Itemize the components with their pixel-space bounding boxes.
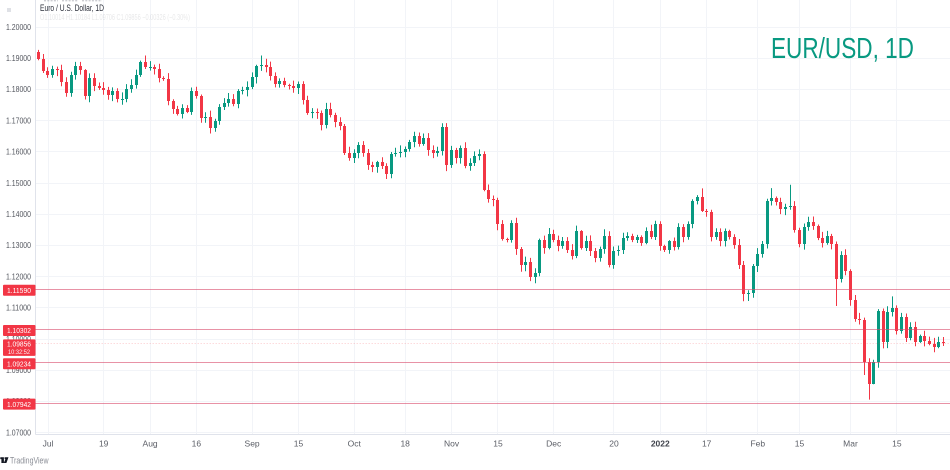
- svg-text:1.18000: 1.18000: [6, 84, 31, 94]
- svg-text:Dec: Dec: [546, 439, 562, 449]
- svg-text:1.12000: 1.12000: [6, 271, 31, 281]
- svg-text:Mar: Mar: [843, 439, 858, 449]
- svg-text:1.15000: 1.15000: [6, 178, 31, 188]
- svg-text:20: 20: [609, 439, 619, 449]
- svg-text:2022: 2022: [651, 439, 670, 449]
- svg-text:Oct: Oct: [348, 439, 362, 449]
- svg-text:Jul: Jul: [43, 439, 54, 449]
- svg-text:17: 17: [702, 439, 712, 449]
- svg-text:1.16000: 1.16000: [6, 147, 31, 157]
- svg-text:1.07000: 1.07000: [6, 427, 31, 437]
- svg-text:1.07942: 1.07942: [7, 400, 31, 409]
- svg-text:15: 15: [795, 439, 805, 449]
- svg-text:1.17000: 1.17000: [6, 115, 31, 125]
- svg-text:Aug: Aug: [143, 439, 158, 449]
- svg-text:1.10000: 1.10000: [6, 334, 31, 344]
- svg-text:O1.10014 H1.10184 L1.09706 C1.: O1.10014 H1.10184 L1.09706 C1.09856 −0.0…: [40, 13, 190, 22]
- svg-text:1.11590: 1.11590: [7, 286, 31, 295]
- svg-text:16: 16: [192, 439, 202, 449]
- svg-text:Sep: Sep: [245, 439, 260, 449]
- svg-text:Nov: Nov: [444, 439, 460, 449]
- svg-text:1.10302: 1.10302: [7, 326, 31, 335]
- svg-text:15: 15: [892, 439, 902, 449]
- svg-text:15: 15: [493, 439, 503, 449]
- svg-text:1.11000: 1.11000: [6, 303, 31, 313]
- svg-text:18: 18: [400, 439, 410, 449]
- svg-text:10:32:52: 10:32:52: [8, 349, 30, 356]
- svg-text:EUR/USD, 1D: EUR/USD, 1D: [771, 33, 914, 65]
- svg-text:1.09856: 1.09856: [7, 339, 31, 348]
- svg-text:TradingView: TradingView: [10, 455, 49, 465]
- svg-text:1.09234: 1.09234: [7, 360, 31, 369]
- svg-text:1.19000: 1.19000: [6, 53, 31, 63]
- svg-text:Feb: Feb: [750, 439, 765, 449]
- svg-text:1.14000: 1.14000: [6, 209, 31, 219]
- svg-text:1.09000: 1.09000: [6, 365, 31, 375]
- svg-text:19: 19: [99, 439, 109, 449]
- svg-text:1.20000: 1.20000: [6, 22, 31, 32]
- svg-text:Euro / U.S. Dollar, 1D: Euro / U.S. Dollar, 1D: [40, 3, 104, 13]
- svg-text:1.13000: 1.13000: [6, 240, 31, 250]
- svg-text:15: 15: [294, 439, 304, 449]
